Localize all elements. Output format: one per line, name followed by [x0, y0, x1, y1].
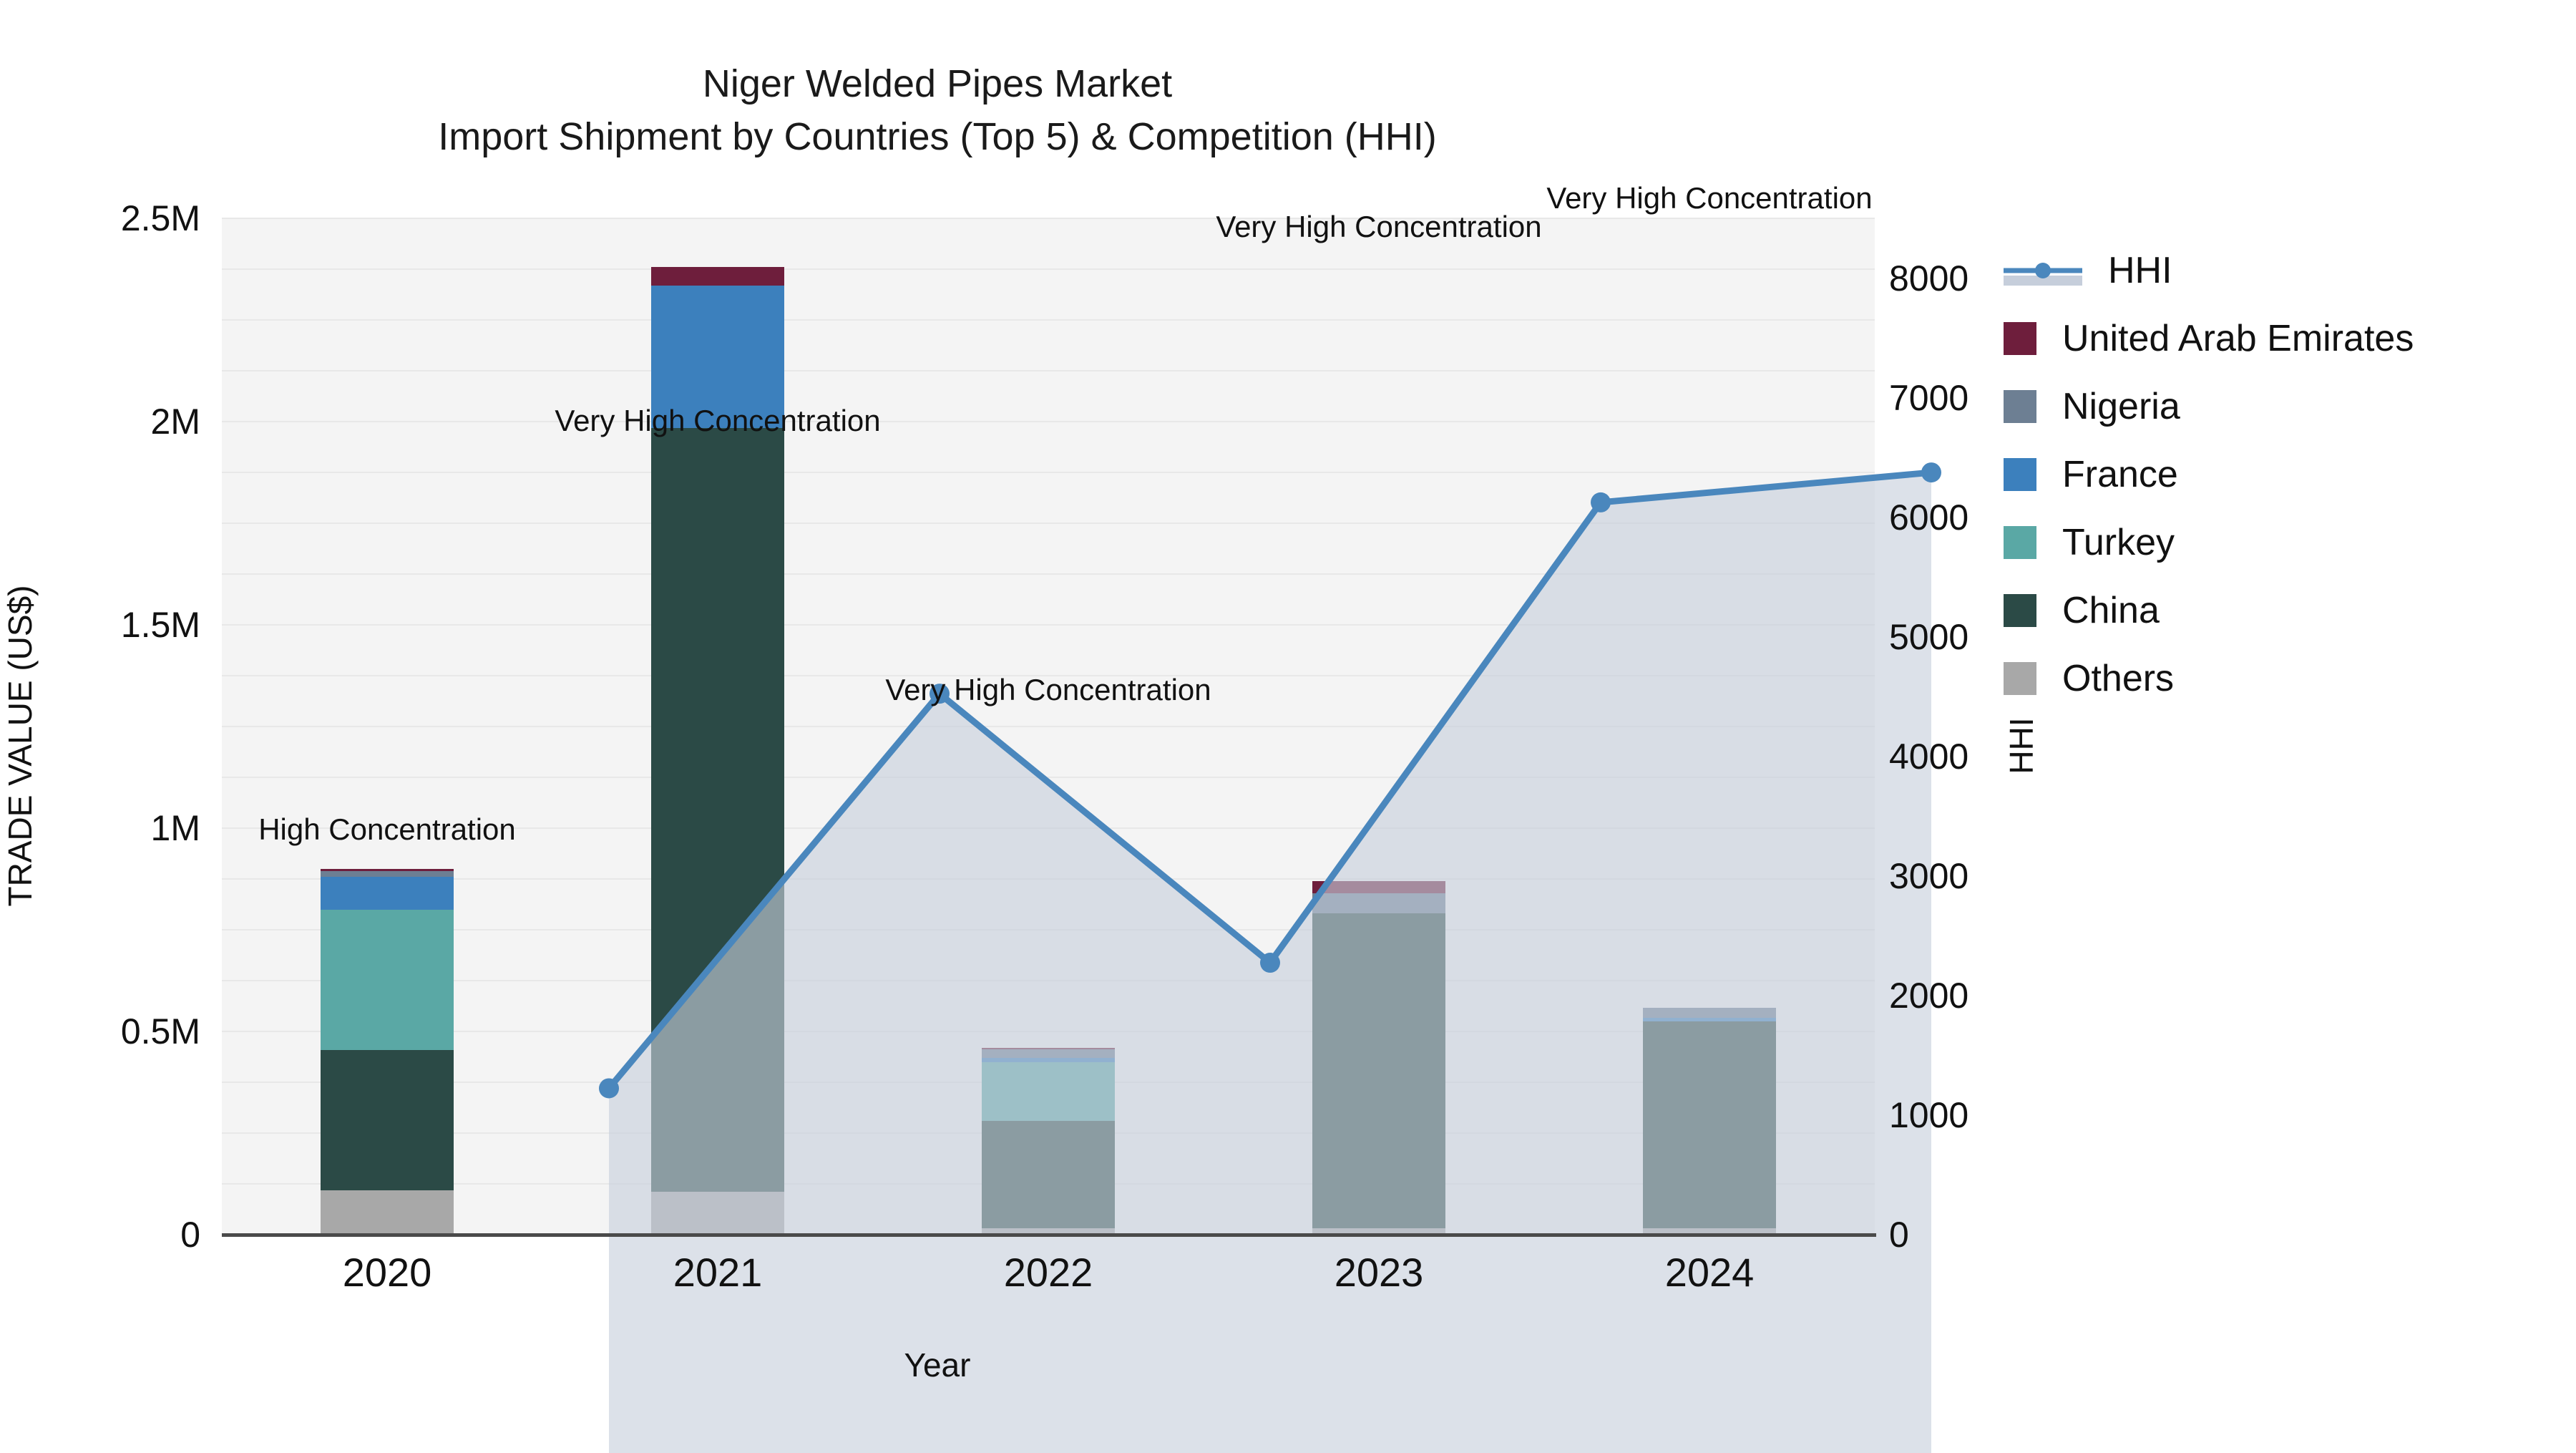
legend-item-others[interactable]: Others: [2004, 644, 2562, 712]
hhi-annotation: Very High Concentration: [555, 404, 881, 438]
legend-swatch-icon: [2004, 525, 2036, 559]
hhi-marker[interactable]: [1921, 462, 1941, 483]
x-axis-tick-label-2022: 2022: [1003, 1250, 1093, 1295]
y-axis-right-tick-label: 4000: [1889, 736, 1969, 777]
hhi-marker[interactable]: [1260, 953, 1280, 973]
legend-item-label: France: [2062, 453, 2178, 495]
bar-segment-united-arab-emirates[interactable]: [321, 868, 454, 871]
gridline: [222, 726, 1875, 727]
bar-segment-china[interactable]: [321, 1049, 454, 1190]
y-axis-right-tick-label: 8000: [1889, 258, 1969, 298]
x-axis-tick-label-2021: 2021: [673, 1250, 763, 1295]
bar-segment-france[interactable]: [651, 285, 784, 428]
gridline: [222, 777, 1875, 778]
hhi-marker[interactable]: [930, 684, 950, 704]
legend-item-turkey[interactable]: Turkey: [2004, 508, 2562, 576]
gridline: [222, 624, 1875, 626]
hhi-marker[interactable]: [599, 1078, 619, 1099]
gridline: [222, 675, 1875, 676]
legend-swatch-icon: [2004, 661, 2036, 695]
chart-title-block: Niger Welded Pipes Market Import Shipmen…: [0, 57, 1875, 163]
y-axis-left-tick-label: 1M: [150, 808, 200, 848]
gridline: [222, 370, 1875, 371]
legend-line-icon: [2004, 254, 2082, 287]
y-axis-left-label: TRADE VALUE (US$): [1, 585, 39, 907]
hhi-overlay: [599, 462, 1941, 1453]
gridline: [222, 421, 1875, 422]
legend-swatch-icon: [2004, 389, 2036, 423]
legend-item-label: China: [2062, 589, 2160, 631]
y-axis-right-tick-label: 6000: [1889, 497, 1969, 538]
bar-segment-turkey[interactable]: [321, 909, 454, 1050]
legend-item-nigeria[interactable]: Nigeria: [2004, 372, 2562, 440]
legend-item-label: HHI: [2108, 249, 2172, 291]
y-axis-right-tick-label: 5000: [1889, 616, 1969, 657]
y-axis-right-tick-label: 0: [1889, 1215, 1909, 1255]
y-axis-right-tick-label: 7000: [1889, 377, 1969, 418]
y-axis-right-tick-label: 1000: [1889, 1094, 1969, 1135]
y-axis-left-tick-label: 0.5M: [120, 1011, 200, 1051]
chart-subtitle: Import Shipment by Countries (Top 5) & C…: [438, 115, 1437, 158]
gridline: [222, 523, 1875, 524]
chart-title: Niger Welded Pipes Market: [702, 62, 1173, 105]
legend-swatch-icon: [2004, 457, 2036, 491]
legend-item-label: Others: [2062, 657, 2175, 699]
x-axis-tick-label-2020: 2020: [342, 1250, 432, 1295]
hhi-annotation: Very High Concentration: [1546, 181, 1873, 215]
gridline: [222, 218, 1875, 219]
legend-item-label: Nigeria: [2062, 385, 2180, 427]
plot-area: [222, 218, 1941, 1453]
gridline: [222, 472, 1875, 473]
legend-swatch-icon: [2004, 593, 2036, 627]
bar-segment-others[interactable]: [321, 1190, 454, 1235]
hhi-annotation: High Concentration: [258, 812, 516, 847]
legend-item-hhi[interactable]: HHI: [2004, 236, 2562, 304]
legend-item-france[interactable]: France: [2004, 440, 2562, 508]
x-axis-tick-label-2023: 2023: [1334, 1250, 1424, 1295]
x-axis-tick-label-2024: 2024: [1664, 1250, 1755, 1295]
x-axis-line: [222, 1233, 1876, 1237]
y-axis-right-tick-label: 3000: [1889, 855, 1969, 896]
hhi-annotation: Very High Concentration: [1216, 209, 1542, 243]
bar-segment-united-arab-emirates[interactable]: [651, 267, 784, 286]
legend: HHI United Arab Emirates Nigeria France Turk…: [2004, 236, 2562, 712]
x-axis-label: Year: [904, 1346, 971, 1384]
y-axis-left-tick-label: 2.5M: [120, 198, 200, 238]
legend-item-label: Turkey: [2062, 521, 2175, 563]
legend-swatch-icon: [2004, 321, 2036, 355]
y-axis-right-tick-label: 2000: [1889, 975, 1969, 1016]
hhi-marker[interactable]: [1591, 492, 1611, 512]
gridline: [222, 319, 1875, 321]
legend-item-china[interactable]: China: [2004, 576, 2562, 644]
bar-segment-france[interactable]: [321, 877, 454, 910]
bar-segment-nigeria[interactable]: [321, 870, 454, 878]
gridline: [222, 573, 1875, 575]
y-axis-left-tick-label: 0: [180, 1215, 200, 1255]
y-axis-left-tick-label: 1.5M: [120, 605, 200, 645]
y-axis-left-tick-label: 2M: [150, 402, 200, 442]
gridline: [222, 268, 1875, 270]
hhi-annotation: Very High Concentration: [885, 673, 1211, 707]
legend-item-label: United Arab Emirates: [2062, 317, 2414, 359]
legend-item-united-arab-emirates[interactable]: United Arab Emirates: [2004, 304, 2562, 372]
